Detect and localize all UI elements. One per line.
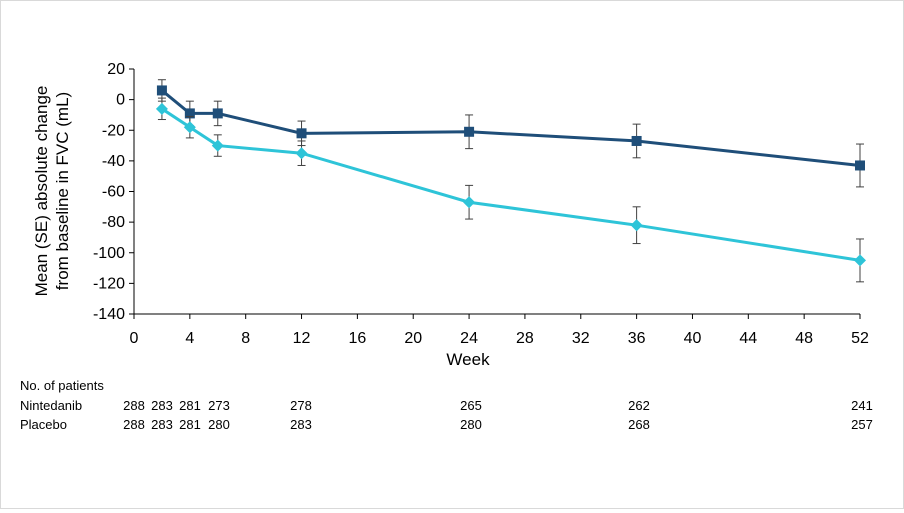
patients-count-cell: 262 — [628, 398, 650, 413]
series-1-point — [855, 160, 865, 171]
x-tick-label: 48 — [795, 330, 813, 347]
y-tick-label: -100 — [93, 245, 125, 262]
y-tick-label: -40 — [102, 153, 125, 170]
patients-count-cell: 281 — [179, 398, 201, 413]
series-1-line — [160, 89, 861, 167]
patients-table-heading: No. of patients — [20, 378, 104, 393]
patients-row-label-placebo: Placebo — [20, 417, 67, 432]
series-1-point — [184, 108, 195, 119]
x-tick-label: 8 — [241, 330, 250, 347]
patients-count-cell: 288 — [123, 417, 145, 432]
series-2-point — [295, 147, 308, 160]
patients-count-cell: 280 — [460, 417, 482, 432]
x-tick-label: 20 — [404, 330, 422, 347]
series-1-point — [631, 135, 642, 146]
series-1-point — [156, 85, 167, 96]
patients-count-cell: 257 — [851, 417, 873, 432]
series-2-point — [630, 219, 643, 232]
patients-count-cell: 283 — [151, 398, 173, 413]
x-tick-label: 16 — [348, 330, 366, 347]
patients-count-cell: 241 — [851, 398, 873, 413]
patients-count-cell: 280 — [208, 417, 230, 432]
y-axis-title-line1: Mean (SE) absolute change — [32, 86, 51, 297]
series-2-point — [211, 139, 224, 152]
patients-count-cell: 283 — [151, 417, 173, 432]
x-tick-label: 40 — [684, 330, 702, 347]
series-1-point — [296, 128, 307, 139]
series-group — [155, 79, 866, 283]
x-tick-label: 0 — [130, 330, 139, 347]
y-tick-label: 20 — [107, 61, 125, 78]
y-tick-label: 0 — [116, 92, 125, 109]
patients-count-cell: 288 — [123, 398, 145, 413]
x-tick-label: 24 — [460, 330, 478, 347]
patients-counts-group: 288 283 281 273 278 265 262 241 288 283 281 280 283 2… — [123, 398, 873, 432]
patients-count-cell: 268 — [628, 417, 650, 432]
series-2-line — [161, 107, 861, 262]
y-tick-label: -80 — [102, 214, 125, 231]
patients-count-cell: 281 — [179, 417, 201, 432]
x-tick-label: 12 — [293, 330, 311, 347]
series-2-point — [854, 254, 866, 267]
x-tick-label: 32 — [572, 330, 590, 347]
series-1-point — [212, 108, 223, 119]
y-tick-label: -140 — [93, 306, 125, 323]
patients-row-label-nintedanib: Nintedanib — [20, 398, 82, 413]
series-2-point — [155, 102, 168, 115]
x-axis-title: Week — [446, 350, 490, 369]
series-2-point — [463, 196, 476, 209]
x-tick-label: 44 — [739, 330, 757, 347]
series-2-point — [183, 121, 196, 134]
patients-count-cell: 278 — [290, 398, 312, 413]
y-tick-label: -60 — [102, 184, 125, 201]
y-tick-label: -120 — [93, 275, 125, 292]
series-1-point — [464, 126, 475, 137]
x-tick-label: 4 — [185, 330, 194, 347]
y-axis-title-line2: from baseline in FVC (mL) — [53, 92, 72, 290]
x-tick-label: 52 — [851, 330, 869, 347]
patients-count-cell: 265 — [460, 398, 482, 413]
x-tick-label: 28 — [516, 330, 534, 347]
patients-count-cell: 283 — [290, 417, 312, 432]
x-tick-label: 36 — [628, 330, 646, 347]
patients-count-cell: 273 — [208, 398, 230, 413]
y-tick-label: -20 — [102, 122, 125, 139]
